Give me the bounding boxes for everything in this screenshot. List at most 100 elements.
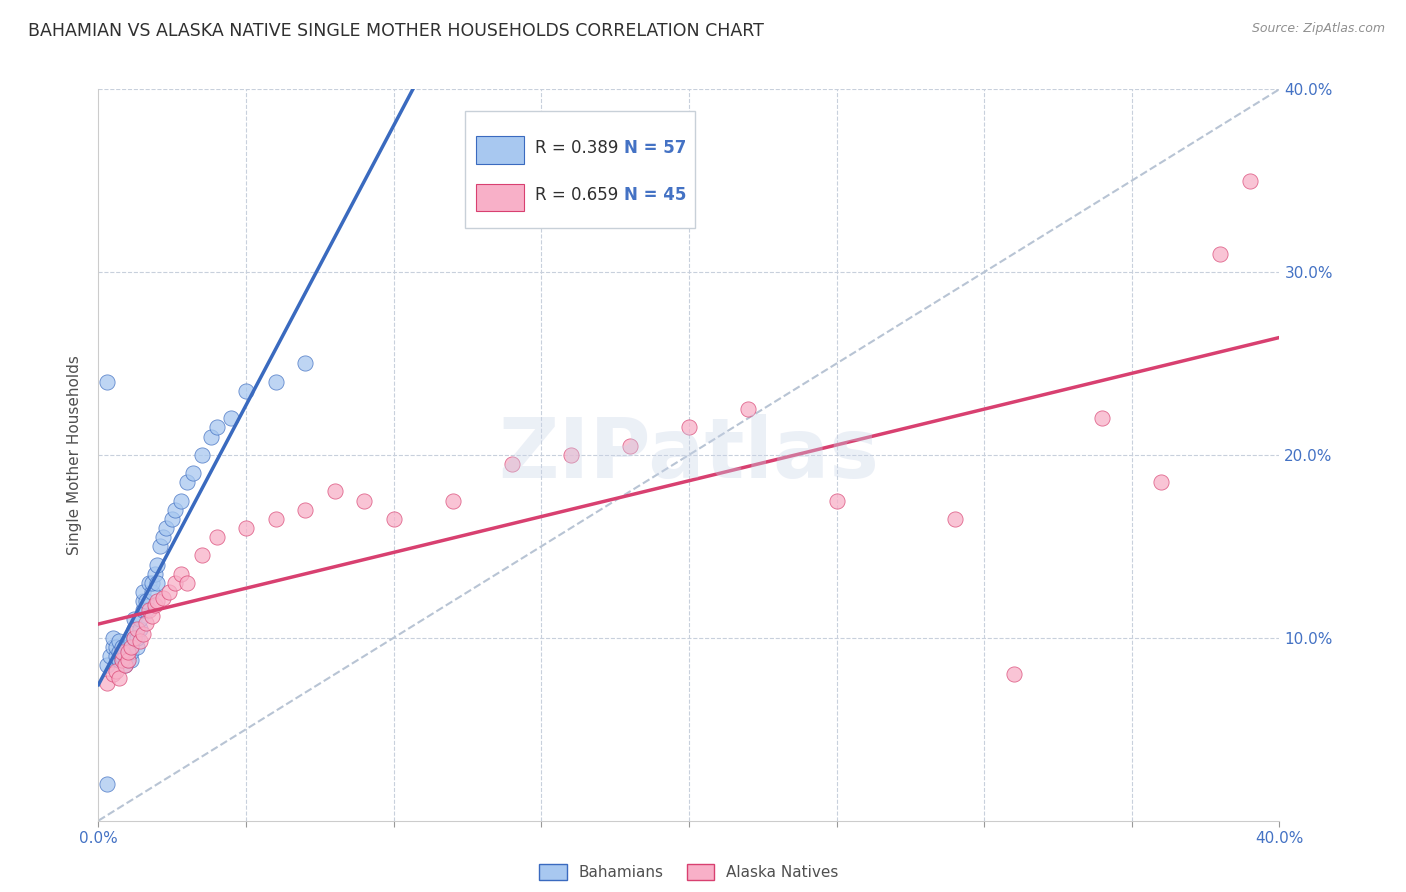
Point bbox=[165, 576, 187, 591]
Point bbox=[135, 594, 157, 608]
Point bbox=[170, 566, 193, 581]
Point bbox=[1002, 667, 1025, 681]
Point bbox=[128, 613, 150, 627]
Point bbox=[111, 653, 134, 667]
Point bbox=[149, 539, 172, 553]
Point bbox=[108, 645, 131, 659]
Point bbox=[108, 653, 131, 667]
Point bbox=[353, 493, 375, 508]
Point bbox=[122, 622, 145, 636]
Point bbox=[294, 356, 316, 371]
Point bbox=[117, 645, 139, 659]
Point bbox=[1239, 174, 1261, 188]
Text: Source: ZipAtlas.com: Source: ZipAtlas.com bbox=[1251, 22, 1385, 36]
Point bbox=[114, 645, 136, 659]
Point bbox=[152, 591, 174, 605]
Point bbox=[200, 430, 222, 444]
Point bbox=[105, 664, 128, 678]
Point bbox=[111, 640, 134, 654]
Point bbox=[235, 521, 257, 535]
Point bbox=[141, 608, 163, 623]
Point bbox=[264, 375, 287, 389]
Point bbox=[1091, 411, 1114, 425]
Text: R = 0.389: R = 0.389 bbox=[536, 139, 619, 157]
Point bbox=[825, 493, 848, 508]
Point bbox=[125, 640, 148, 654]
Point bbox=[943, 512, 966, 526]
Text: N = 57: N = 57 bbox=[624, 139, 686, 157]
Point bbox=[205, 420, 228, 434]
Point bbox=[117, 653, 139, 667]
Point bbox=[181, 466, 204, 480]
Point bbox=[560, 448, 582, 462]
Point bbox=[103, 667, 125, 681]
Point bbox=[146, 576, 169, 591]
Point bbox=[176, 576, 198, 591]
Point bbox=[135, 616, 157, 631]
Point bbox=[323, 484, 346, 499]
Point bbox=[114, 649, 136, 664]
Point bbox=[103, 631, 125, 645]
Point bbox=[155, 521, 177, 535]
Point bbox=[165, 502, 187, 516]
Point bbox=[146, 594, 169, 608]
Point bbox=[1150, 475, 1173, 490]
Point bbox=[120, 653, 142, 667]
Point bbox=[111, 649, 134, 664]
Point bbox=[737, 402, 759, 417]
Point bbox=[117, 640, 139, 654]
Point bbox=[294, 502, 316, 516]
Point bbox=[114, 658, 136, 673]
Point bbox=[141, 576, 163, 591]
Point bbox=[122, 631, 145, 645]
Point bbox=[146, 558, 169, 572]
Point bbox=[138, 603, 160, 617]
Point bbox=[205, 530, 228, 544]
FancyBboxPatch shape bbox=[477, 136, 523, 164]
Point bbox=[143, 598, 166, 612]
Point bbox=[157, 585, 180, 599]
Point bbox=[176, 475, 198, 490]
Point bbox=[141, 585, 163, 599]
Point bbox=[128, 622, 150, 636]
Point bbox=[152, 530, 174, 544]
Point bbox=[103, 640, 125, 654]
Y-axis label: Single Mother Households: Single Mother Households bbox=[67, 355, 83, 555]
Point bbox=[191, 549, 214, 563]
Point bbox=[162, 512, 183, 526]
Point bbox=[96, 676, 118, 690]
Legend: Bahamians, Alaska Natives: Bahamians, Alaska Natives bbox=[533, 858, 845, 886]
Point bbox=[98, 649, 121, 664]
Point bbox=[441, 493, 464, 508]
Point bbox=[138, 576, 160, 591]
Point bbox=[132, 594, 155, 608]
Point bbox=[117, 645, 139, 659]
Text: N = 45: N = 45 bbox=[624, 186, 686, 204]
Point bbox=[135, 603, 157, 617]
Point bbox=[619, 439, 641, 453]
Point bbox=[105, 649, 128, 664]
Point bbox=[125, 631, 148, 645]
Text: R = 0.659: R = 0.659 bbox=[536, 186, 619, 204]
FancyBboxPatch shape bbox=[477, 184, 523, 211]
Point bbox=[117, 653, 139, 667]
Point bbox=[678, 420, 700, 434]
Point bbox=[501, 457, 523, 471]
Point bbox=[114, 658, 136, 673]
Point bbox=[111, 645, 134, 659]
Text: BAHAMIAN VS ALASKA NATIVE SINGLE MOTHER HOUSEHOLDS CORRELATION CHART: BAHAMIAN VS ALASKA NATIVE SINGLE MOTHER … bbox=[28, 22, 763, 40]
Point bbox=[219, 411, 242, 425]
Point bbox=[120, 634, 142, 648]
Point bbox=[132, 603, 155, 617]
Point bbox=[96, 658, 118, 673]
Text: ZIPatlas: ZIPatlas bbox=[499, 415, 879, 495]
Point bbox=[264, 512, 287, 526]
Point bbox=[108, 634, 131, 648]
Point bbox=[96, 375, 118, 389]
Point bbox=[120, 640, 142, 654]
Point bbox=[111, 653, 134, 667]
Point bbox=[132, 585, 155, 599]
Point bbox=[122, 631, 145, 645]
Point bbox=[132, 627, 155, 641]
Point bbox=[143, 566, 166, 581]
